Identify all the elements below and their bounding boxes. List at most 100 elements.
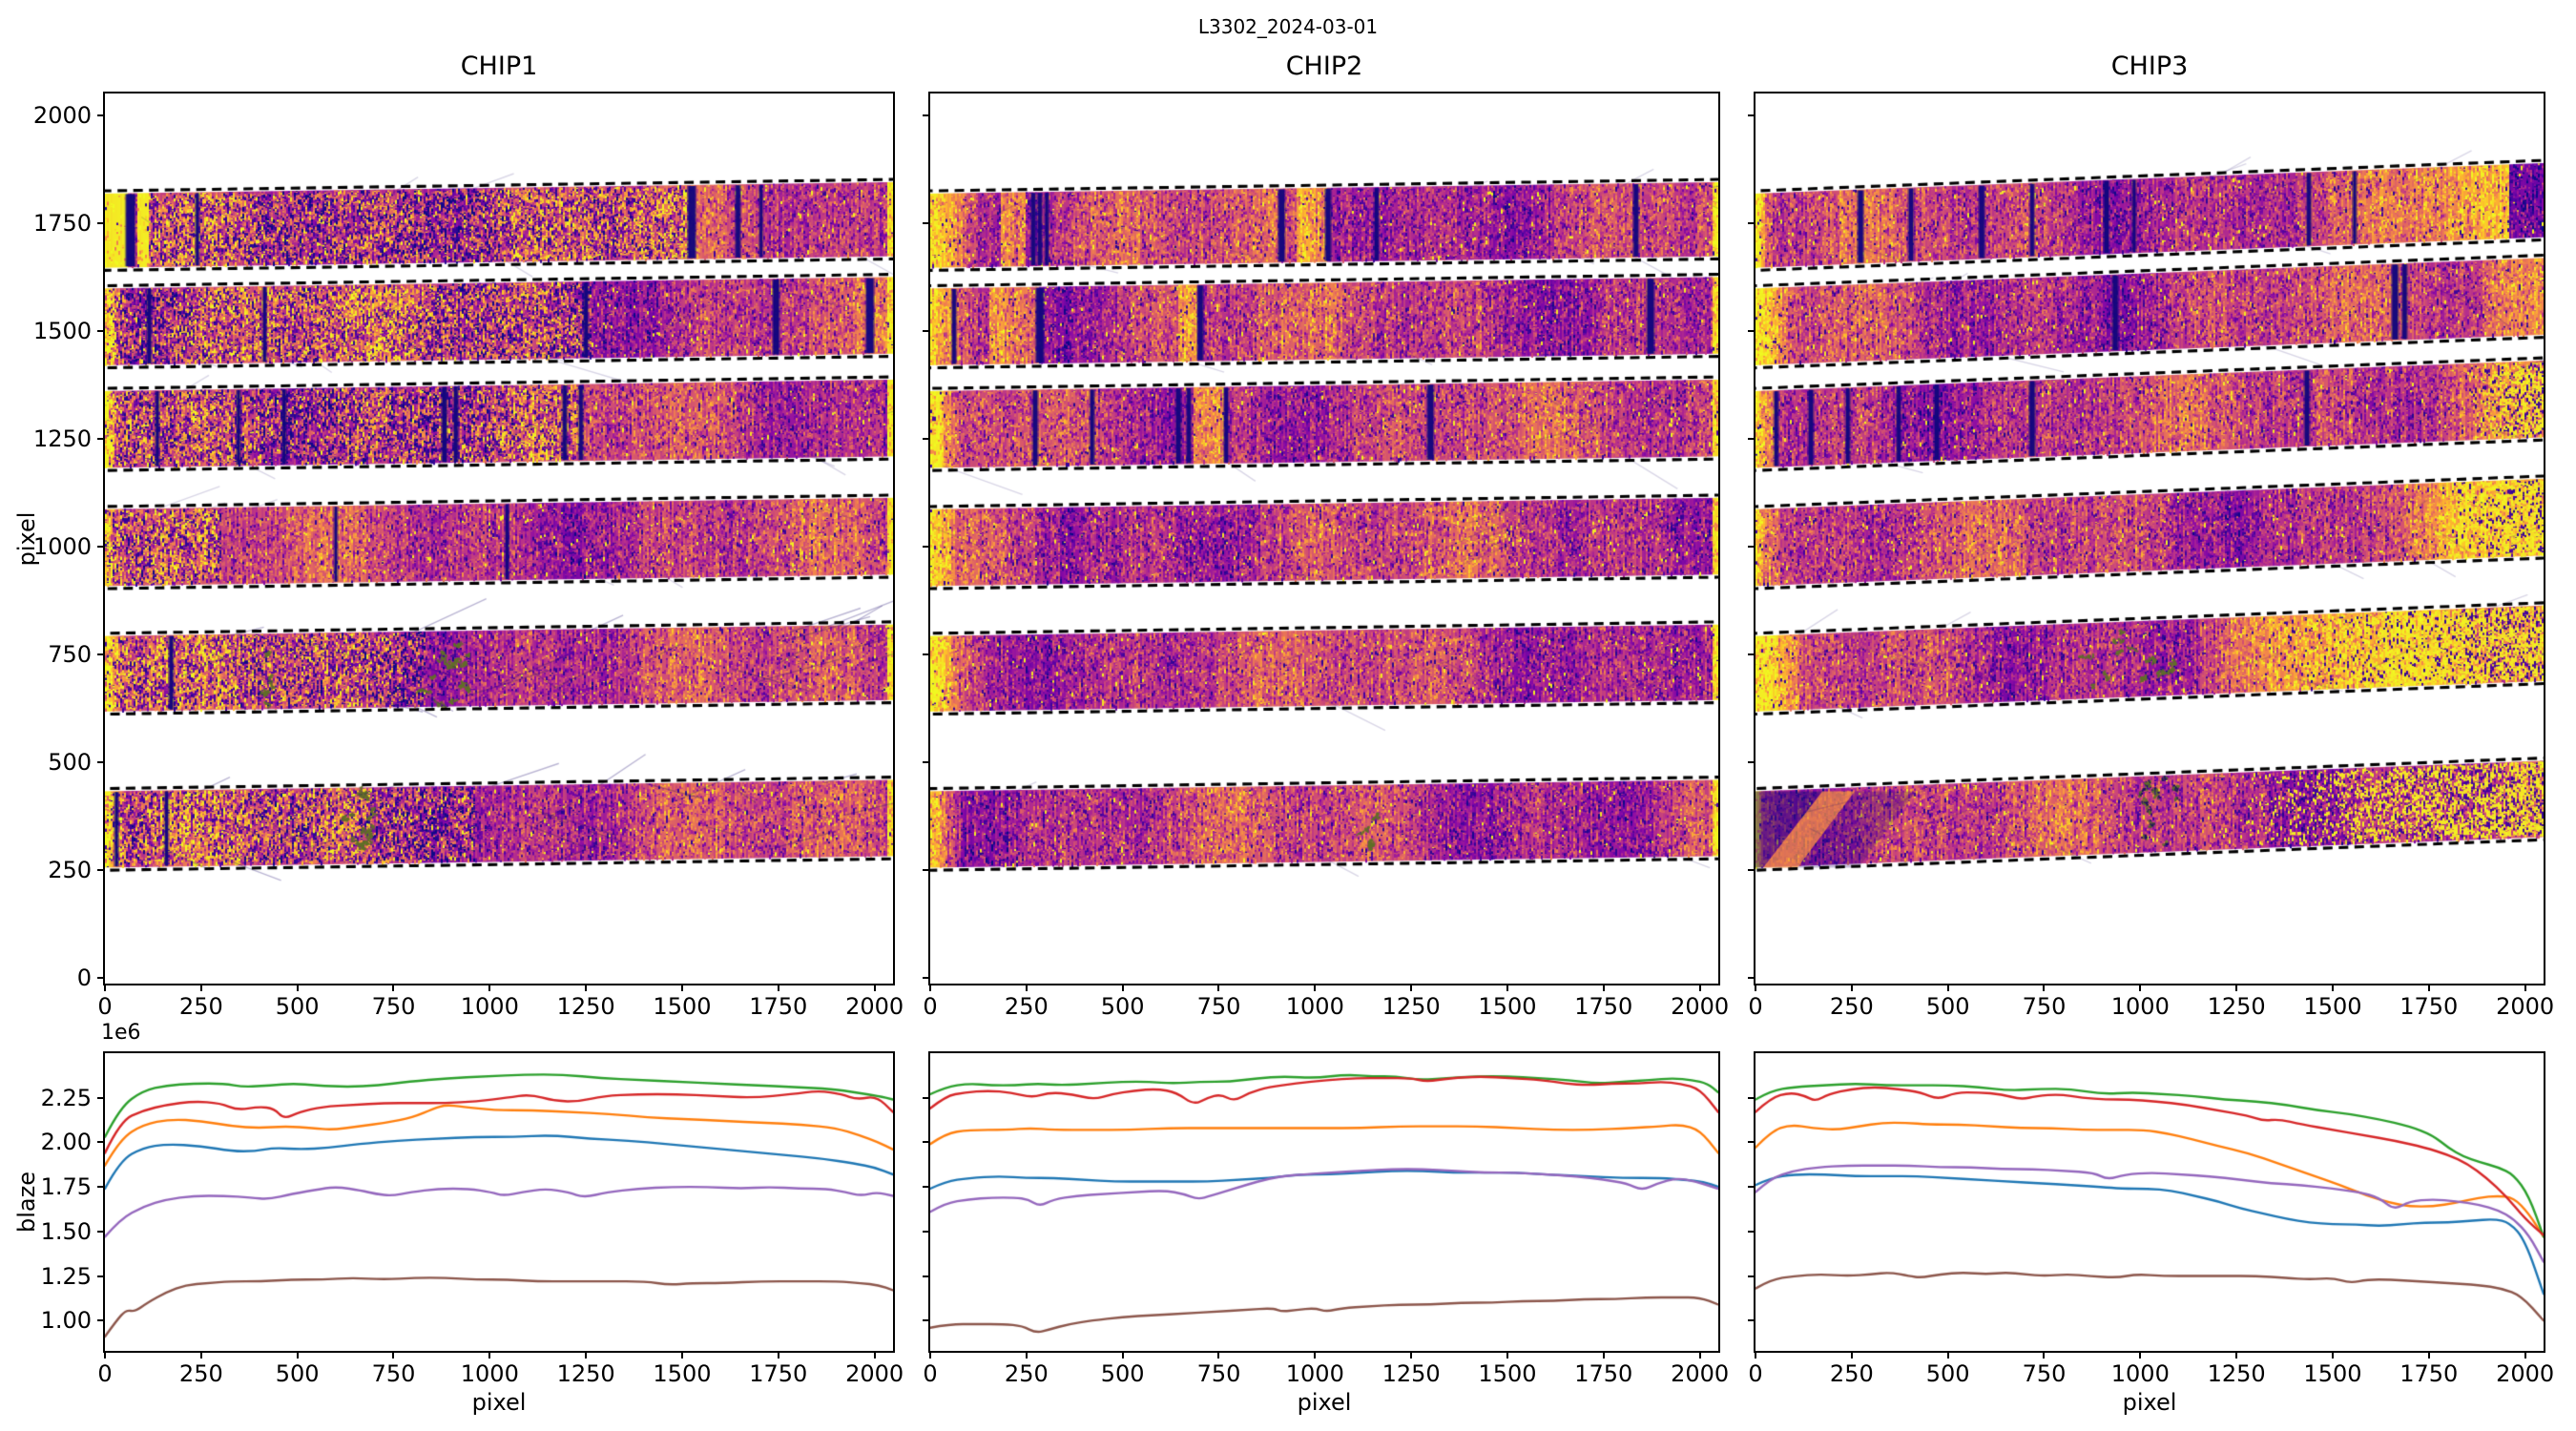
blaze-y-tick-label: 1.25 — [40, 1262, 92, 1290]
blaze-y-tick-mark — [97, 1275, 105, 1277]
image-x-tick-label: 750 — [2022, 993, 2067, 1020]
blaze-x-tick-label: 250 — [178, 1360, 223, 1387]
image-y-tick-mark — [97, 760, 105, 763]
blaze-x-tick-mark — [2331, 1351, 2334, 1358]
blaze-x-tick-label: 1500 — [653, 1360, 712, 1387]
image-y-tick-mark — [923, 976, 930, 979]
image-y-tick-label: 750 — [48, 640, 92, 668]
blaze-y-tick-mark — [97, 1186, 105, 1189]
blaze-x-tick-label: 1000 — [460, 1360, 519, 1387]
blaze-y-tick-mark — [1748, 1319, 1755, 1322]
image-x-tick-label: 1000 — [460, 993, 519, 1020]
blaze-x-tick-mark — [392, 1351, 395, 1358]
image-x-tick-label: 2000 — [845, 993, 904, 1020]
image-x-tick-label: 750 — [1196, 993, 1241, 1020]
blaze-x-tick-label: 500 — [1925, 1360, 1970, 1387]
image-y-tick-label: 250 — [48, 856, 92, 883]
image-x-tick-label: 1500 — [653, 993, 712, 1020]
image-x-tick-label: 0 — [923, 993, 938, 1020]
blaze-x-tick-label: 0 — [1748, 1360, 1763, 1387]
blaze-x-tick-label: 0 — [923, 1360, 938, 1387]
image-x-tick-mark — [104, 984, 106, 991]
blaze-x-tick-mark — [680, 1351, 683, 1358]
blaze-x-tick-label: 0 — [97, 1360, 113, 1387]
image-x-tick-label: 1750 — [749, 993, 808, 1020]
image-x-tick-label: 250 — [1004, 993, 1049, 1020]
blaze-x-tick-label: 1000 — [1285, 1360, 1344, 1387]
image-x-tick-label: 500 — [1925, 993, 1970, 1020]
blaze-x-tick-mark — [1217, 1351, 1220, 1358]
image-x-tick-label: 1250 — [556, 993, 615, 1020]
image-x-tick-label: 1750 — [2399, 993, 2459, 1020]
image-x-tick-label: 0 — [97, 993, 113, 1020]
image-x-tick-label: 750 — [371, 993, 416, 1020]
blaze-x-tick-mark — [873, 1351, 876, 1358]
blaze-x-tick-label: 1000 — [2110, 1360, 2170, 1387]
image-x-tick-label: 1250 — [1381, 993, 1441, 1020]
blaze-x-tick-mark — [2427, 1351, 2430, 1358]
image-y-tick-mark — [97, 653, 105, 655]
image-y-tick-mark — [1748, 545, 1755, 548]
image-y-tick-mark — [923, 868, 930, 871]
image-x-tick-label: 1000 — [2110, 993, 2170, 1020]
chip3-image-axes — [1754, 92, 2545, 985]
blaze-x-tick-mark — [585, 1351, 588, 1358]
image-y-tick-mark — [923, 760, 930, 763]
blaze-x-tick-mark — [1410, 1351, 1413, 1358]
image-y-tick-mark — [97, 329, 105, 332]
blaze-x-tick-mark — [929, 1351, 931, 1358]
blaze-y-tick-mark — [923, 1275, 930, 1277]
blaze-x-tick-label: 1750 — [2399, 1360, 2459, 1387]
image-x-tick-mark — [1698, 984, 1701, 991]
image-x-tick-label: 1250 — [2207, 993, 2266, 1020]
image-y-tick-label: 1500 — [32, 317, 92, 344]
image-y-tick-mark — [1748, 760, 1755, 763]
blaze-x-tick-label: 1250 — [556, 1360, 615, 1387]
image-x-tick-label: 1750 — [1574, 993, 1633, 1020]
blaze-x-tick-label: 750 — [371, 1360, 416, 1387]
figure-title: L3302_2024-03-01 — [1197, 15, 1379, 38]
blaze-x-tick-mark — [1698, 1351, 1701, 1358]
chip3-blaze-axes — [1754, 1051, 2545, 1353]
image-x-tick-mark — [1025, 984, 1028, 991]
blaze-x-tick-mark — [199, 1351, 202, 1358]
image-y-tick-mark — [1748, 221, 1755, 224]
image-x-tick-label: 0 — [1748, 993, 1763, 1020]
image-y-tick-label: 2000 — [32, 101, 92, 129]
blaze-x-tick-label: 1750 — [749, 1360, 808, 1387]
chip1-image-canvas — [105, 93, 893, 984]
blaze-y-tick-mark — [1748, 1186, 1755, 1189]
blaze-x-tick-label: 250 — [1829, 1360, 1874, 1387]
blaze-x-tick-mark — [2524, 1351, 2526, 1358]
image-y-tick-label: 1750 — [32, 209, 92, 237]
blaze-offset-label: 1e6 — [101, 1021, 141, 1045]
blaze-x-tick-mark — [296, 1351, 299, 1358]
image-x-tick-label: 1500 — [1478, 993, 1537, 1020]
image-x-tick-label: 2000 — [2496, 993, 2555, 1020]
chip3-blaze-canvas — [1755, 1053, 2544, 1351]
image-y-tick-mark — [97, 437, 105, 440]
blaze-x-tick-label: 2000 — [845, 1360, 904, 1387]
blaze-y-tick-label: 2.25 — [40, 1084, 92, 1111]
image-x-tick-label: 250 — [1829, 993, 1874, 1020]
image-x-tick-mark — [777, 984, 779, 991]
blaze-x-tick-label: 750 — [2022, 1360, 2067, 1387]
image-x-tick-label: 2000 — [1671, 993, 1730, 1020]
blaze-x-tick-mark — [1602, 1351, 1605, 1358]
image-x-tick-mark — [1755, 984, 1756, 991]
blaze-x-tick-label: 500 — [275, 1360, 320, 1387]
image-x-tick-mark — [2043, 984, 2046, 991]
blaze-x-tick-mark — [777, 1351, 779, 1358]
blaze-y-tick-mark — [97, 1096, 105, 1099]
chip1-blaze-canvas — [105, 1053, 893, 1351]
image-x-tick-label: 250 — [178, 993, 223, 1020]
blaze-y-tick-label: 1.75 — [40, 1173, 92, 1201]
image-y-tick-label: 0 — [76, 964, 92, 991]
image-x-tick-mark — [1121, 984, 1124, 991]
chip2-image-axes — [928, 92, 1720, 985]
image-x-tick-label: 500 — [1100, 993, 1145, 1020]
image-x-tick-mark — [1217, 984, 1220, 991]
blaze-y-tick-label: 1.00 — [40, 1307, 92, 1335]
blaze-x-tick-mark — [2043, 1351, 2046, 1358]
image-y-tick-mark — [923, 221, 930, 224]
